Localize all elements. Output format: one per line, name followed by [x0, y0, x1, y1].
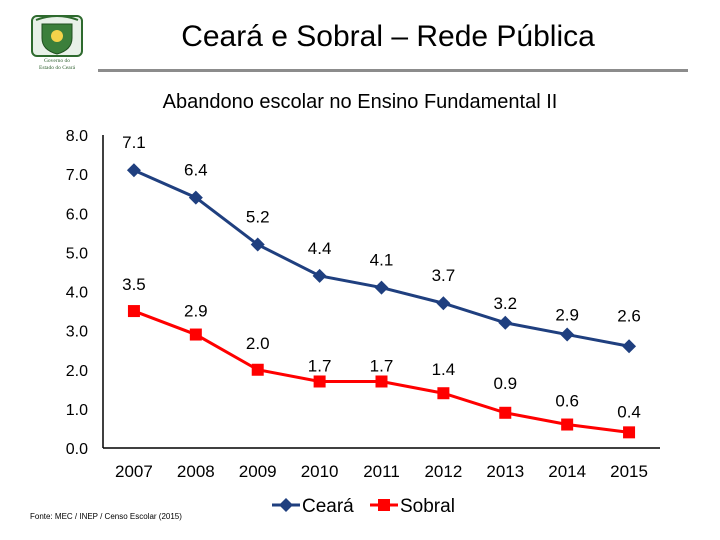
source-note: Fonte: MEC / INEP / Censo Escolar (2015) — [30, 512, 182, 521]
data-label-sobral: 1.7 — [370, 356, 394, 375]
data-label-sobral: 0.4 — [617, 402, 641, 421]
data-point-ceara — [498, 315, 513, 330]
legend-marker-ceara — [279, 498, 293, 512]
data-point-ceara — [374, 280, 389, 295]
y-tick-label: 8.0 — [66, 128, 88, 145]
data-label-ceará: 3.2 — [493, 294, 517, 313]
data-point-ceara — [126, 163, 141, 178]
data-label-ceará: 4.1 — [370, 251, 394, 270]
data-label-sobral: 0.6 — [555, 392, 579, 411]
logo-caption-line1: Governo do — [43, 58, 71, 64]
data-point-sobral — [561, 418, 574, 431]
x-tick-label: 2013 — [486, 462, 524, 481]
data-point-ceara — [560, 327, 575, 342]
data-label-ceará: 6.4 — [184, 161, 208, 180]
legend-label-ceará: Ceará — [302, 496, 354, 517]
x-tick-label: 2011 — [363, 462, 400, 481]
government-logo — [22, 14, 92, 76]
data-point-ceara — [436, 296, 451, 311]
data-label-ceará: 3.7 — [432, 266, 456, 285]
data-label-ceará: 2.9 — [555, 306, 579, 325]
data-point-sobral — [251, 363, 264, 376]
data-point-ceara — [188, 190, 203, 205]
x-tick-label: 2009 — [239, 462, 277, 481]
data-point-sobral — [623, 426, 636, 439]
y-tick-label: 7.0 — [66, 167, 88, 184]
coat-of-arms-icon — [31, 15, 83, 57]
logo-caption: Governo do Estado do Ceará — [24, 58, 90, 72]
y-tick-label: 2.0 — [66, 363, 88, 380]
data-label-sobral: 2.9 — [184, 302, 208, 321]
x-tick-label: 2010 — [301, 462, 339, 481]
data-point-sobral — [375, 375, 388, 388]
data-point-sobral — [437, 387, 450, 400]
x-tick-label: 2008 — [177, 462, 215, 481]
data-point-sobral — [127, 305, 140, 318]
legend-label-sobral: Sobral — [400, 496, 455, 517]
y-tick-label: 3.0 — [66, 324, 88, 341]
data-label-sobral: 1.7 — [308, 356, 332, 375]
y-tick-label: 0.0 — [66, 441, 88, 458]
data-label-ceará: 7.1 — [122, 133, 146, 152]
data-point-ceara — [250, 237, 265, 252]
y-tick-label: 4.0 — [66, 285, 88, 302]
data-point-sobral — [499, 406, 512, 419]
data-label-ceará: 2.6 — [617, 306, 641, 325]
data-point-ceara — [622, 339, 637, 354]
data-label-sobral: 1.4 — [432, 360, 456, 379]
data-point-sobral — [313, 375, 326, 388]
x-tick-label: 2012 — [424, 462, 462, 481]
data-label-sobral: 2.0 — [246, 334, 270, 353]
y-tick-label: 5.0 — [66, 245, 88, 262]
data-label-sobral: 0.9 — [493, 374, 517, 393]
chart-title: Abandono escolar no Ensino Fundamental I… — [162, 91, 558, 113]
logo-caption-line2: Estado do Ceará — [38, 65, 76, 71]
page-title: Ceará e Sobral – Rede Pública — [181, 20, 595, 53]
data-point-ceara — [312, 268, 327, 283]
x-tick-label: 2007 — [115, 462, 153, 481]
y-tick-label: 1.0 — [66, 402, 88, 419]
title-divider — [98, 69, 688, 72]
legend-marker-sobral — [378, 499, 390, 511]
x-tick-label: 2015 — [610, 462, 648, 481]
data-label-ceará: 4.4 — [308, 239, 332, 258]
data-point-sobral — [189, 328, 202, 341]
x-tick-label: 2014 — [548, 462, 586, 481]
y-tick-label: 6.0 — [66, 206, 88, 223]
data-label-sobral: 3.5 — [122, 275, 146, 294]
data-label-ceará: 5.2 — [246, 208, 270, 227]
